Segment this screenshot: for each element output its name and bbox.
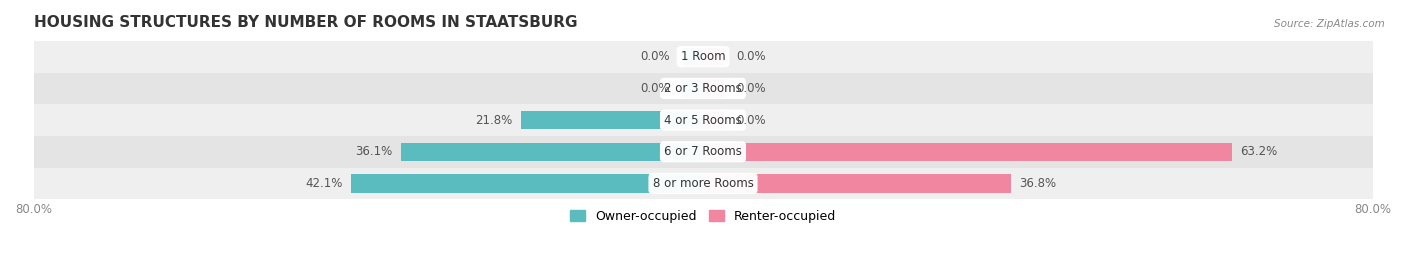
Text: 36.1%: 36.1% — [356, 145, 392, 158]
Text: 1 Room: 1 Room — [681, 50, 725, 63]
Text: 42.1%: 42.1% — [305, 177, 342, 190]
Text: 0.0%: 0.0% — [737, 114, 766, 127]
Text: Source: ZipAtlas.com: Source: ZipAtlas.com — [1274, 19, 1385, 29]
Bar — [34, 104, 1372, 136]
Bar — [703, 174, 1011, 193]
Bar — [34, 168, 1372, 199]
Text: 8 or more Rooms: 8 or more Rooms — [652, 177, 754, 190]
Bar — [682, 79, 703, 97]
Bar — [703, 79, 724, 97]
Text: 63.2%: 63.2% — [1240, 145, 1278, 158]
Text: 36.8%: 36.8% — [1019, 177, 1056, 190]
Bar — [520, 111, 703, 129]
Bar — [703, 48, 724, 66]
Bar — [34, 73, 1372, 104]
Text: 21.8%: 21.8% — [475, 114, 512, 127]
Bar — [703, 111, 724, 129]
Text: 0.0%: 0.0% — [640, 50, 669, 63]
Text: 0.0%: 0.0% — [737, 50, 766, 63]
Legend: Owner-occupied, Renter-occupied: Owner-occupied, Renter-occupied — [565, 205, 841, 228]
Text: 0.0%: 0.0% — [737, 82, 766, 95]
Text: 2 or 3 Rooms: 2 or 3 Rooms — [664, 82, 742, 95]
Text: 0.0%: 0.0% — [640, 82, 669, 95]
Bar — [350, 174, 703, 193]
Bar — [34, 41, 1372, 73]
Bar — [682, 48, 703, 66]
Text: 6 or 7 Rooms: 6 or 7 Rooms — [664, 145, 742, 158]
Bar — [34, 136, 1372, 168]
Bar — [703, 143, 1232, 161]
Text: HOUSING STRUCTURES BY NUMBER OF ROOMS IN STAATSBURG: HOUSING STRUCTURES BY NUMBER OF ROOMS IN… — [34, 15, 576, 30]
Bar — [401, 143, 703, 161]
Text: 4 or 5 Rooms: 4 or 5 Rooms — [664, 114, 742, 127]
